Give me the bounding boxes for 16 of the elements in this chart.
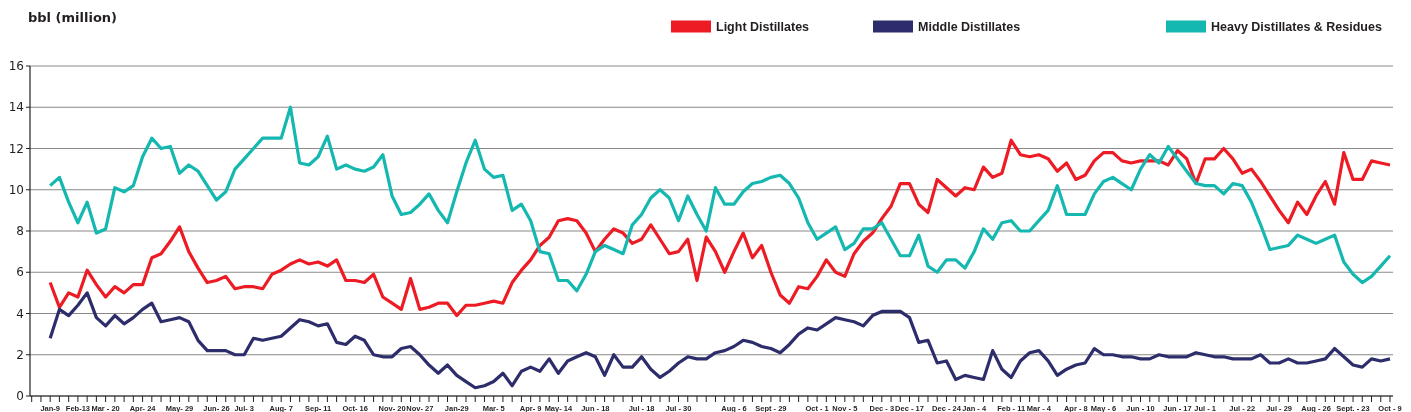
y-tick-label: 4 bbox=[16, 306, 24, 321]
legend-label: Heavy Distillates & Residues bbox=[1211, 20, 1382, 34]
y-tick-label: 14 bbox=[8, 100, 24, 115]
y-tick-label: 2 bbox=[16, 347, 24, 362]
y-tick-label: 0 bbox=[16, 389, 24, 404]
legend-label: Light Distillates bbox=[716, 20, 810, 34]
y-tick-label: 12 bbox=[8, 141, 24, 156]
y-tick-label: 10 bbox=[8, 182, 24, 197]
y-axis-title: bbl (million) bbox=[28, 10, 118, 25]
line-series bbox=[48, 105, 1392, 293]
y-tick-label: 8 bbox=[16, 224, 24, 239]
y-tick-label: 16 bbox=[8, 59, 24, 74]
legend-label: Middle Distillates bbox=[918, 20, 1021, 34]
line-series bbox=[48, 138, 1392, 318]
y-tick-label: 6 bbox=[16, 265, 24, 280]
line-series bbox=[48, 291, 1392, 390]
